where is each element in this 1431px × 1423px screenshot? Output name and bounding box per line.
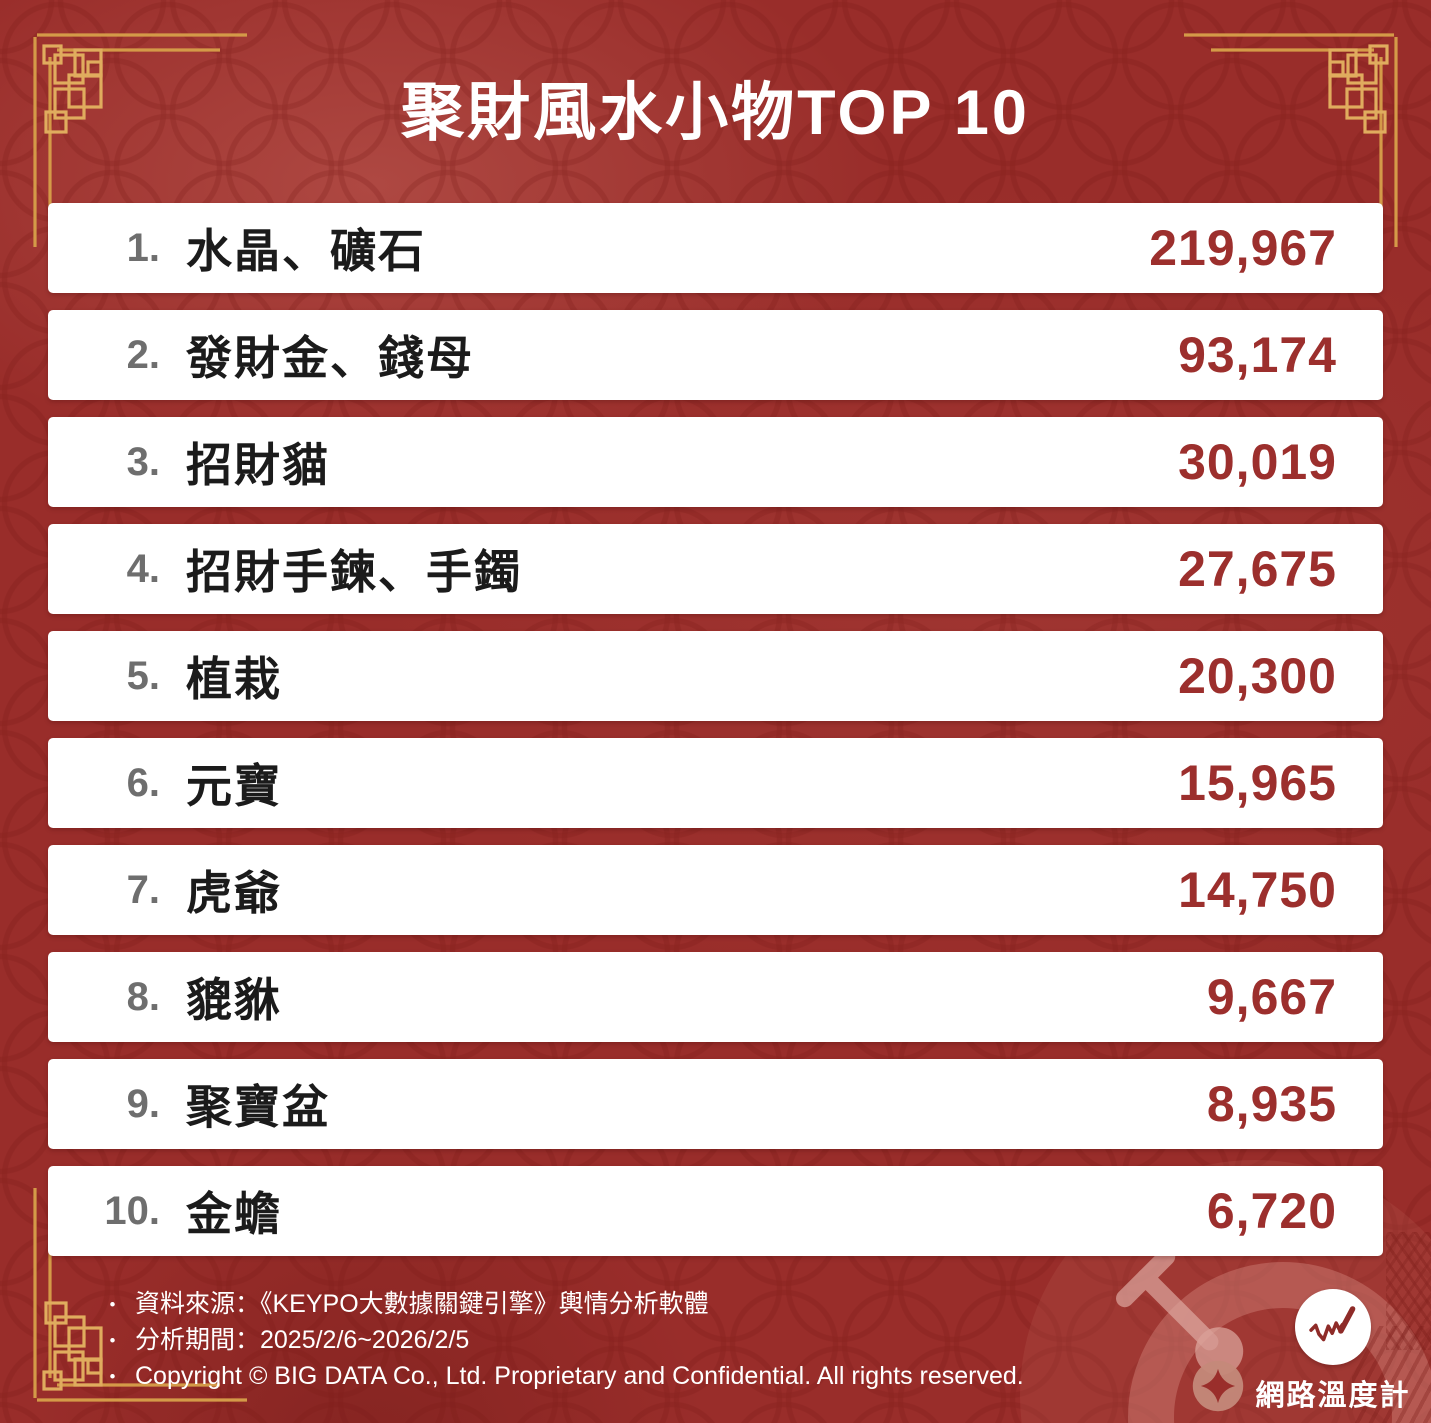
footer-source-line: ・ 資料來源：《KEYPO大數據關鍵引擎》輿情分析軟體 <box>102 1287 1024 1323</box>
item-value: 14,750 <box>1178 862 1337 918</box>
rank-number: 7. <box>126 867 160 912</box>
table-row: 9. 聚寶盆 8,935 <box>48 1059 1383 1149</box>
trend-chart-icon <box>1309 1306 1356 1342</box>
table-row: 5. 植栽 20,300 <box>48 631 1383 721</box>
footer-period-text: 分析期間：2025/2/6~2026/2/5 <box>135 1326 470 1354</box>
table-row: 7. 虎爺 14,750 <box>48 845 1383 935</box>
footer-copyright-text: Copyright © BIG DATA Co., Ltd. Proprieta… <box>135 1362 1024 1390</box>
item-name: 金蟾 <box>186 1188 282 1240</box>
table-row: 3. 招財貓 30,019 <box>48 417 1383 507</box>
rank-number: 3. <box>126 439 160 484</box>
footer-notes: ・ 資料來源：《KEYPO大數據關鍵引擎》輿情分析軟體 ・ 分析期間：2025/… <box>102 1287 1024 1395</box>
brand-logo <box>1295 1289 1371 1365</box>
item-value: 6,720 <box>1206 1183 1337 1239</box>
rank-number: 5. <box>126 653 160 698</box>
item-name: 招財貓 <box>186 439 330 491</box>
item-value: 30,019 <box>1178 434 1337 490</box>
page-title: 聚財風水小物TOP 10 <box>401 78 1030 148</box>
item-value: 27,675 <box>1178 541 1337 597</box>
table-row: 2. 發財金、錢母 93,174 <box>48 310 1383 400</box>
footer-source-text: 資料來源：《KEYPO大數據關鍵引擎》輿情分析軟體 <box>135 1290 709 1318</box>
rank-number: 10. <box>104 1188 160 1233</box>
item-name: 水晶、礦石 <box>186 225 426 277</box>
stripe-pattern-decoration <box>1386 1232 1431 1350</box>
item-value: 8,935 <box>1206 1076 1337 1132</box>
item-value: 93,174 <box>1178 327 1337 383</box>
item-value: 15,965 <box>1178 755 1337 811</box>
brand-label: 網路溫度計 <box>1255 1380 1411 1412</box>
item-value: 219,967 <box>1149 220 1337 276</box>
rank-number: 8. <box>126 974 160 1019</box>
item-name: 招財手鍊、手鐲 <box>186 546 522 598</box>
item-name: 植栽 <box>186 653 282 705</box>
item-name: 聚寶盆 <box>186 1081 330 1133</box>
item-value: 9,667 <box>1206 969 1337 1025</box>
footer-copyright-line: ・ Copyright © BIG DATA Co., Ltd. Proprie… <box>102 1359 1024 1395</box>
item-value: 20,300 <box>1178 648 1337 704</box>
table-row: 4. 招財手鍊、手鐲 27,675 <box>48 524 1383 614</box>
rank-number: 1. <box>126 225 160 270</box>
table-row: 1. 水晶、礦石 219,967 <box>48 203 1383 293</box>
table-row: 8. 貔貅 9,667 <box>48 952 1383 1042</box>
rank-number: 6. <box>126 760 160 805</box>
rank-number: 9. <box>126 1081 160 1126</box>
table-row: 6. 元寶 15,965 <box>48 738 1383 828</box>
item-name: 貔貅 <box>186 974 282 1026</box>
ranking-list: 1. 水晶、礦石 219,967 2. 發財金、錢母 93,174 3. 招財貓… <box>48 203 1383 1273</box>
footer-period-line: ・ 分析期間：2025/2/6~2026/2/5 <box>102 1323 1024 1359</box>
bullet: ・ <box>102 1330 123 1353</box>
bullet: ・ <box>102 1294 123 1317</box>
item-name: 虎爺 <box>186 867 282 919</box>
rank-number: 4. <box>126 546 160 591</box>
coin-icon <box>1192 1360 1244 1412</box>
item-name: 元寶 <box>186 760 282 812</box>
rank-number: 2. <box>126 332 160 377</box>
table-row: 10. 金蟾 6,720 <box>48 1166 1383 1256</box>
item-name: 發財金、錢母 <box>186 332 474 384</box>
bullet: ・ <box>102 1366 123 1389</box>
